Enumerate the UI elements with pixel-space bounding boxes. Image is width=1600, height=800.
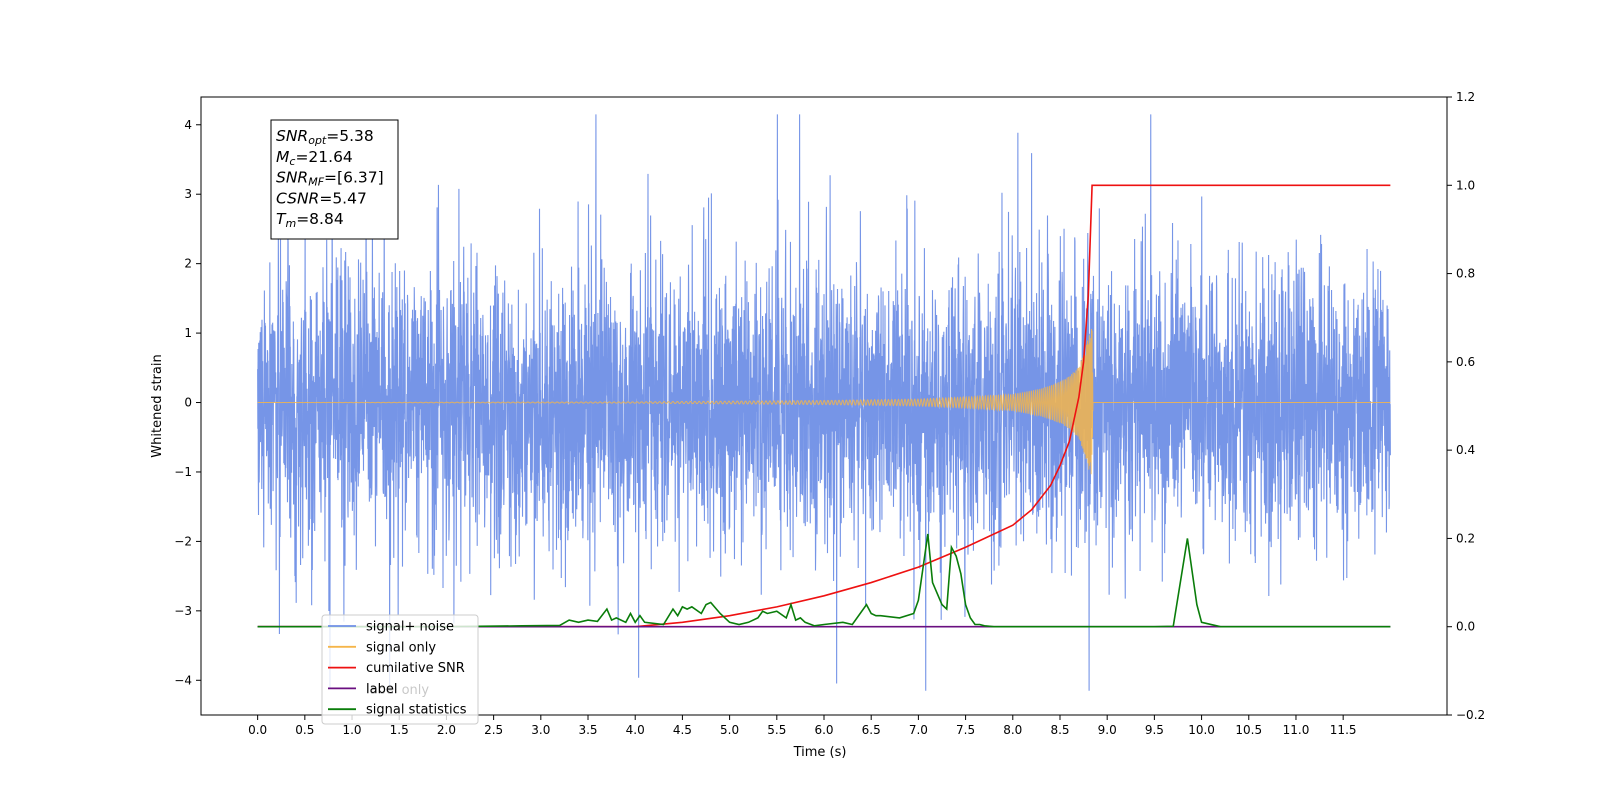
y-tick-label: 4 — [184, 118, 192, 132]
x-tick-label: 4.5 — [673, 723, 692, 737]
y-axis-label: Whitened strain — [150, 354, 165, 457]
x-tick-label: 2.0 — [437, 723, 456, 737]
series-signal-statistics-line — [257, 533, 1391, 628]
info-box-line: SNRopt=5.38 — [276, 127, 374, 147]
y2-tick-label: 0.8 — [1456, 267, 1475, 281]
info-symbol: SNR — [276, 169, 308, 187]
x-tick-label: 3.5 — [578, 723, 597, 737]
y-tick-label: −2 — [174, 534, 192, 548]
x-tick-label: 4.0 — [626, 723, 645, 737]
info-subscript: MF — [308, 176, 324, 189]
legend-label: signal statistics — [366, 703, 467, 718]
y-tick-label: −1 — [174, 465, 192, 479]
info-symbol: SNR — [276, 127, 308, 145]
x-tick-label: 10.0 — [1188, 723, 1215, 737]
legend: label only signal+ noise signal only cumila… — [321, 614, 479, 725]
x-tick-label: 2.5 — [484, 723, 503, 737]
info-symbol: CSNR — [276, 189, 319, 207]
series-signal-only-line — [257, 328, 1391, 475]
x-axis-label: Time (s) — [793, 745, 847, 760]
y-tick-label: 1 — [184, 326, 192, 340]
series-cumulative-snr-line — [257, 184, 1391, 628]
info-box-line: SNRMF=[6.37] — [276, 169, 384, 189]
info-box-frame — [270, 119, 399, 240]
x-tick-label: 6.5 — [862, 723, 881, 737]
info-box-line: CSNR=5.47 — [276, 189, 367, 207]
info-box: SNRopt=5.38Mc=21.64SNRMF=[6.37]CSNR=5.47… — [270, 119, 399, 240]
y2-tick-label: 1.2 — [1456, 90, 1475, 104]
info-subscript: m — [285, 217, 296, 230]
series-signal-noise-line — [257, 114, 1391, 691]
x-tick-label: 5.0 — [720, 723, 739, 737]
y2-tick-label: 0.6 — [1456, 355, 1475, 369]
info-symbol: M — [276, 148, 289, 166]
legend-label: label — [366, 682, 397, 697]
info-value: =8.84 — [296, 210, 344, 228]
x-tick-label: 5.5 — [767, 723, 786, 737]
y-axis-ticks: −4 −3 −2 −1 0 1 2 3 4 — [174, 118, 201, 687]
info-value: =[6.37] — [324, 169, 384, 187]
y-tick-label: 3 — [184, 187, 192, 201]
x-tick-label: 7.5 — [956, 723, 975, 737]
info-box-line: Mc=21.64 — [276, 148, 353, 168]
x-tick-label: 9.5 — [1145, 723, 1164, 737]
x-tick-label: 9.0 — [1098, 723, 1117, 737]
y2-tick-label: 1.0 — [1456, 178, 1475, 192]
info-subscript: opt — [308, 134, 327, 147]
legend-label: cumilative SNR — [366, 661, 465, 676]
info-value: =5.38 — [326, 127, 374, 145]
info-box-line: Tm=8.84 — [276, 210, 344, 230]
legend-label: signal+ noise — [366, 620, 454, 635]
x-tick-label: 3.0 — [531, 723, 550, 737]
info-value: =5.47 — [319, 189, 367, 207]
info-value: =21.64 — [295, 148, 352, 166]
x-tick-label: 11.0 — [1283, 723, 1310, 737]
info-symbol: T — [276, 210, 287, 228]
legend-frame — [321, 614, 479, 725]
x-axis-ticks: 0.0 0.5 1.0 1.5 2.0 2.5 3.0 3.5 4.0 4.5 5.0 5.5 6.0 6… — [248, 715, 1357, 737]
x-tick-label: 6.0 — [814, 723, 833, 737]
legend-label: signal only — [366, 640, 436, 655]
x-tick-label: 0.0 — [248, 723, 267, 737]
legend-hidden-label: label only — [366, 683, 429, 698]
y-tick-label: 0 — [184, 396, 192, 410]
x-tick-label: 1.5 — [390, 723, 409, 737]
y2-tick-label: 0.4 — [1456, 443, 1475, 457]
x-tick-label: 8.0 — [1003, 723, 1022, 737]
y2-axis-ticks: −0.2 0.0 0.2 0.4 0.6 0.8 1.0 1.2 — [1447, 90, 1485, 722]
x-tick-label: 11.5 — [1330, 723, 1357, 737]
x-tick-label: 8.5 — [1050, 723, 1069, 737]
x-tick-label: 0.5 — [295, 723, 314, 737]
y2-tick-label: −0.2 — [1456, 708, 1485, 722]
y2-tick-label: 0.0 — [1456, 620, 1475, 634]
x-tick-label: 10.5 — [1235, 723, 1262, 737]
info-subscript: c — [289, 155, 295, 168]
y2-tick-label: 0.2 — [1456, 531, 1475, 545]
y-tick-label: −4 — [174, 673, 192, 687]
y-tick-label: −3 — [174, 604, 192, 618]
y-tick-label: 2 — [184, 257, 192, 271]
x-tick-label: 1.0 — [342, 723, 361, 737]
x-tick-label: 7.0 — [909, 723, 928, 737]
